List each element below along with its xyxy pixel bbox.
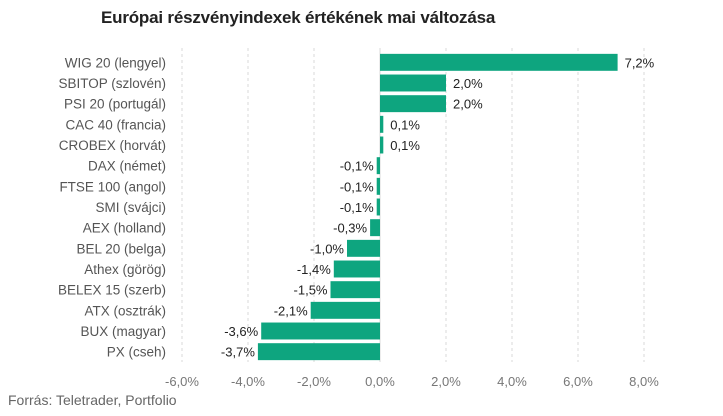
data-label: -0,1% xyxy=(340,159,374,174)
data-label: 2,0% xyxy=(453,76,483,91)
labels: -6,0% -4,0% -2,0% 0,0% 2,0% 4,0% 6,0% 8,0% WIG 2… xyxy=(58,55,659,389)
category-label: WIG 20 (lengyel) xyxy=(65,55,166,70)
bar xyxy=(257,343,380,361)
grid-lines xyxy=(181,48,645,362)
category-label: AEX (holland) xyxy=(83,221,166,236)
bar xyxy=(330,281,380,299)
category-label: PSI 20 (portugál) xyxy=(64,97,166,112)
x-tick-label: 8,0% xyxy=(629,374,659,389)
category-label: SMI (svájci) xyxy=(96,200,167,215)
x-tick-label: -4,0% xyxy=(231,374,265,389)
bar xyxy=(380,74,446,92)
data-label: 2,0% xyxy=(453,97,483,112)
x-tick-label: 2,0% xyxy=(431,374,461,389)
bars xyxy=(257,53,618,361)
category-label: FTSE 100 (angol) xyxy=(59,179,166,194)
data-label: -0,3% xyxy=(333,221,367,236)
category-label: DAX (német) xyxy=(88,159,166,174)
chart-title: Európai részvényindexek értékének mai vá… xyxy=(101,8,496,27)
data-label: 0,1% xyxy=(390,138,420,153)
x-tick-label: -6,0% xyxy=(165,374,199,389)
bar xyxy=(310,301,380,319)
data-label: 7,2% xyxy=(625,55,655,70)
data-label: -0,1% xyxy=(340,200,374,215)
category-label: BUX (magyar) xyxy=(80,324,166,339)
bar xyxy=(380,53,618,71)
category-label: BEL 20 (belga) xyxy=(76,241,166,256)
data-label: -1,4% xyxy=(297,262,331,277)
data-label: -3,6% xyxy=(224,324,258,339)
data-label: -0,1% xyxy=(340,179,374,194)
category-label: Athex (görög) xyxy=(84,262,166,277)
x-tick-label: 4,0% xyxy=(497,374,527,389)
bar xyxy=(376,198,380,216)
bar xyxy=(261,322,380,340)
source-note: Forrás: Teletrader, Portfolio xyxy=(8,392,177,408)
x-tick-label: 6,0% xyxy=(563,374,593,389)
bar xyxy=(380,115,384,133)
bar-chart: -6,0% -4,0% -2,0% 0,0% 2,0% 4,0% 6,0% 8,0% WIG 2… xyxy=(58,48,659,389)
data-label: -1,0% xyxy=(310,241,344,256)
category-label: BELEX 15 (szerb) xyxy=(58,283,166,298)
data-label: -3,7% xyxy=(221,345,255,360)
data-label: -2,1% xyxy=(274,303,308,318)
x-tick-label: -2,0% xyxy=(297,374,331,389)
bar xyxy=(376,157,380,175)
category-label: CROBEX (horvát) xyxy=(59,138,166,153)
bar xyxy=(347,239,380,257)
category-label: SBITOP (szlovén) xyxy=(58,76,166,91)
category-label: PX (cseh) xyxy=(107,345,166,360)
bar xyxy=(380,95,446,113)
data-label: -1,5% xyxy=(294,283,328,298)
category-label: ATX (osztrák) xyxy=(84,303,166,318)
data-label: 0,1% xyxy=(390,117,420,132)
bar xyxy=(380,136,384,154)
bar xyxy=(370,219,380,237)
x-tick-label: 0,0% xyxy=(365,374,395,389)
bar xyxy=(376,177,380,195)
category-label: CAC 40 (francia) xyxy=(65,117,166,132)
bar xyxy=(333,260,380,278)
